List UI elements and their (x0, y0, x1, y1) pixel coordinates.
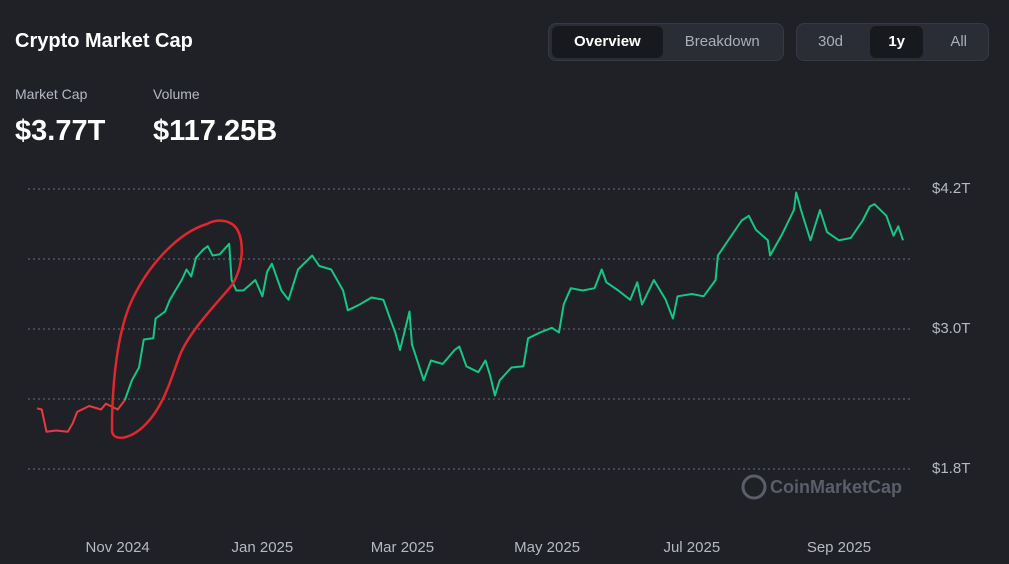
market-cap-line (36, 399, 126, 433)
tab-button[interactable]: Breakdown (684, 33, 760, 50)
y-tick-label: $4.2T (932, 180, 970, 197)
market-cap-line (123, 191, 904, 401)
x-tick-label: Jul 2025 (663, 539, 720, 556)
stat-label: Volume (153, 86, 200, 102)
x-tick-label: May 2025 (514, 539, 580, 556)
y-tick-label: $3.0T (932, 320, 970, 337)
stat-label: Market Cap (15, 86, 88, 102)
range-tabs: 30d 1y All (796, 23, 989, 61)
tab-button[interactable]: All (950, 33, 967, 50)
x-tick-label: Mar 2025 (371, 539, 434, 556)
x-tick-label: Jan 2025 (232, 539, 294, 556)
tab-button[interactable]: 30d (818, 33, 844, 50)
tab-button[interactable]: 1y (870, 26, 924, 58)
stat-value: $3.77T (15, 115, 106, 147)
annotation-loop (110, 219, 243, 439)
page-title: Crypto Market Cap (15, 30, 193, 52)
x-tick-label: Sep 2025 (807, 539, 871, 556)
view-tabs: Overview Breakdown (548, 23, 784, 61)
tab-button[interactable]: Overview (552, 26, 663, 58)
y-tick-label: $1.8T (932, 460, 970, 477)
watermark-logo (741, 474, 767, 500)
x-tick-label: Nov 2024 (86, 539, 150, 556)
stat-value: $117.25B (153, 115, 278, 147)
watermark: CoinMarketCap (770, 477, 902, 497)
